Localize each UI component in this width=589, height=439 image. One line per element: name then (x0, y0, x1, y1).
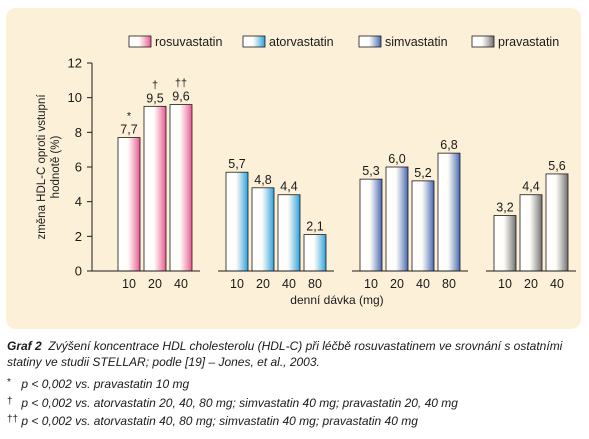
footnote-1-symbol: * (7, 377, 11, 388)
y-axis-label-line1: změna HDL-C oproti vstupní (36, 94, 48, 240)
series-pravastatin: 3,2 4,4 5,6 (493, 159, 569, 272)
footnote-2-symbol: † (7, 396, 13, 407)
footnote-3-symbol: †† (7, 414, 19, 425)
data-label-atorvastatin-80: 2,1 (306, 220, 323, 234)
y-tick-label-8: 8 (75, 125, 82, 140)
data-label-pravastatin-10: 3,2 (496, 201, 513, 215)
legend-label-pravastatin: pravastatin (498, 35, 559, 49)
y-tick-label-2: 2 (75, 229, 82, 244)
data-label-pravastatin-20: 4,4 (522, 180, 539, 194)
legend-label-rosuvastatin: rosuvastatin (155, 35, 222, 49)
figure-caption: Graf 2 Zvýšení koncentrace HDL cholester… (7, 339, 583, 370)
x-tick-label-pravastatin-10: 10 (498, 277, 512, 291)
data-label-atorvastatin-40: 4,4 (280, 180, 297, 194)
y-tick-label-6: 6 (75, 160, 82, 175)
x-tick-label-pravastatin-40: 40 (550, 277, 564, 291)
data-label-simvastatin-20: 6,0 (388, 152, 405, 166)
bar-chart: rosuvastatin atorvastatin simvastatin prava… (36, 35, 576, 307)
bar-rosuvastatin-40 (169, 104, 193, 272)
sig-marker-rosuvastatin-20: † (152, 79, 158, 91)
x-tick-label-atorvastatin-80: 80 (308, 277, 322, 291)
footnote-2-text: < 0,002 vs. atorvastatin 20, 40, 80 mg; … (31, 396, 458, 410)
x-tick-label-pravastatin-20: 20 (524, 277, 538, 291)
series-rosuvastatin: 7,7* 9,5† 9,6†† (117, 78, 193, 272)
x-tick-label-simvastatin-80: 80 (442, 277, 456, 291)
x-tick-label-rosuvastatin-10: 10 (122, 277, 136, 291)
sig-marker-rosuvastatin-40: †† (175, 78, 187, 90)
bar-atorvastatin-80 (303, 234, 327, 272)
data-label-pravastatin-40: 5,6 (548, 159, 565, 173)
y-axis: 0 2 4 6 8 10 12 (68, 56, 93, 279)
bar-atorvastatin-20 (251, 187, 275, 272)
footnote-3-text: < 0,002 vs. atorvastatin 40, 80 mg; simv… (31, 414, 418, 428)
data-label-atorvastatin-10: 5,7 (228, 157, 245, 171)
x-tick-label-atorvastatin-10: 10 (230, 277, 244, 291)
data-label-atorvastatin-20: 4,8 (254, 173, 271, 187)
x-axis: 10 20 40 10 20 40 80 10 20 40 80 10 20 40 (92, 270, 576, 291)
legend-label-atorvastatin: atorvastatin (269, 35, 334, 49)
y-tick-label-12: 12 (68, 56, 82, 71)
x-tick-label-simvastatin-40: 40 (416, 277, 430, 291)
bar-pravastatin-20 (519, 194, 543, 272)
y-tick-label-10: 10 (68, 90, 82, 105)
chart-panel (6, 8, 581, 329)
bar-simvastatin-40 (411, 180, 435, 272)
series-atorvastatin: 5,7 4,8 4,4 2,1 (225, 157, 327, 272)
legend-swatch-pravastatin (471, 35, 495, 48)
bar-pravastatin-10 (493, 215, 517, 272)
data-label-rosuvastatin-40: 9,6 (172, 90, 189, 104)
legend: rosuvastatin atorvastatin simvastatin prava… (128, 35, 559, 49)
data-label-rosuvastatin-20: 9,5 (146, 91, 163, 105)
bar-rosuvastatin-20 (143, 105, 167, 272)
sig-marker-rosuvastatin-10: * (127, 111, 132, 123)
caption-label: Graf 2 (7, 339, 42, 353)
y-axis-label-line2: hodnotě (%) (50, 136, 62, 199)
x-tick-label-simvastatin-20: 20 (390, 277, 404, 291)
bar-simvastatin-20 (385, 166, 409, 272)
legend-swatch-simvastatin (358, 35, 382, 48)
data-label-rosuvastatin-10: 7,7 (120, 123, 137, 137)
data-label-simvastatin-40: 5,2 (414, 166, 431, 180)
x-axis-label: denní dávka (mg) (290, 293, 383, 307)
bar-pravastatin-40 (545, 173, 569, 272)
x-tick-label-rosuvastatin-20: 20 (148, 277, 162, 291)
y-tick-label-4: 4 (75, 194, 82, 209)
footnote-3: †† p < 0,002 vs. atorvastatin 40, 80 mg;… (7, 414, 418, 428)
bars: 7,7* 9,5† 9,6†† 5,7 4,8 4,4 2,1 5,3 6,0 5,2 6,8 3,2… (117, 78, 569, 272)
y-tick-label-0: 0 (75, 264, 82, 279)
legend-label-simvastatin: simvastatin (385, 35, 448, 49)
bar-atorvastatin-40 (277, 194, 301, 272)
legend-swatch-rosuvastatin (128, 35, 152, 48)
x-tick-label-rosuvastatin-40: 40 (174, 277, 188, 291)
footnote-1: * p < 0,002 vs. pravastatin 10 mg (7, 377, 190, 391)
bar-rosuvastatin-10 (117, 137, 141, 272)
bar-simvastatin-80 (437, 152, 461, 272)
legend-swatch-atorvastatin (242, 35, 266, 48)
series-simvastatin: 5,3 6,0 5,2 6,8 (359, 138, 461, 272)
footnote-1-text: < 0,002 vs. pravastatin 10 mg (31, 377, 190, 391)
footnote-2: † p < 0,002 vs. atorvastatin 20, 40, 80 … (7, 396, 458, 410)
x-tick-label-atorvastatin-40: 40 (282, 277, 296, 291)
caption-text: Zvýšení koncentrace HDL cholesterolu (HD… (7, 339, 563, 369)
x-tick-label-atorvastatin-20: 20 (256, 277, 270, 291)
x-tick-label-simvastatin-10: 10 (364, 277, 378, 291)
data-label-simvastatin-80: 6,8 (440, 138, 457, 152)
data-label-simvastatin-10: 5,3 (362, 164, 379, 178)
bar-simvastatin-10 (359, 178, 383, 272)
bar-atorvastatin-10 (225, 171, 249, 272)
